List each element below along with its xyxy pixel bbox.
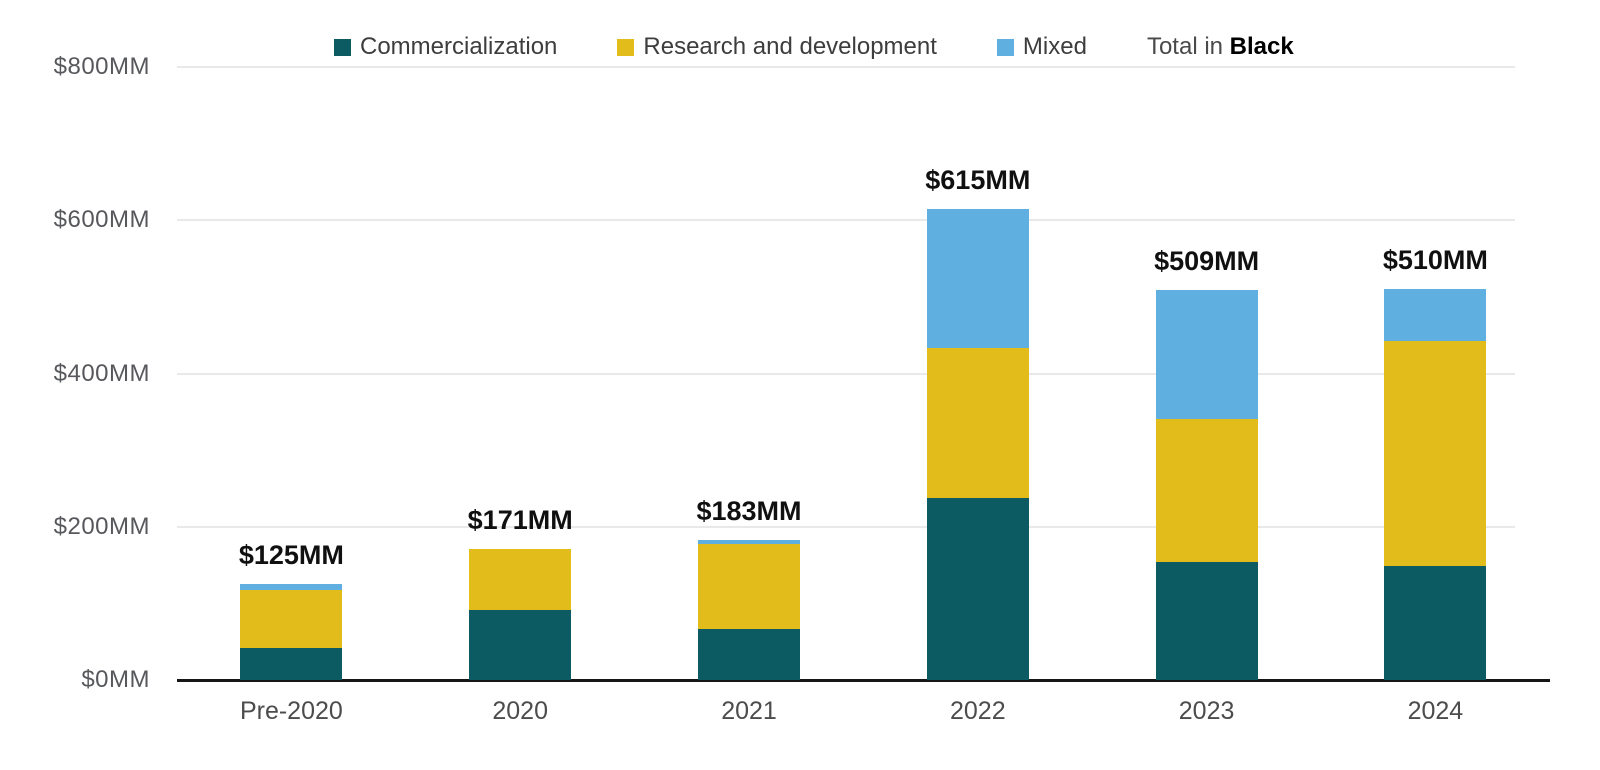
bar-segment-2024-mixed: [1384, 289, 1487, 342]
bar-segment-2020-research-and-development: [469, 548, 572, 610]
legend-label: Research and development: [643, 33, 937, 60]
legend-item-research-and-development: Research and development: [617, 33, 937, 61]
bar-segment-2023-research-and-development: [1155, 418, 1258, 562]
bar-segment-2023-mixed: [1155, 289, 1258, 419]
bar-segment-2022-commercialization: [926, 497, 1029, 680]
legend-swatch-commercialization: [334, 38, 351, 56]
y-axis-tick-label: $800MM: [53, 53, 150, 80]
legend-total-bold: Black: [1229, 33, 1294, 60]
bar-segment-pre-2020-research-and-development: [240, 589, 343, 648]
chart-legend: Commercialization Research and developmen…: [334, 33, 1294, 61]
x-axis-label-2022: 2022: [949, 697, 1006, 725]
legend-item-mixed: Mixed: [996, 33, 1087, 61]
legend-item-commercialization: Commercialization: [334, 33, 557, 61]
legend-label: Mixed: [1022, 33, 1087, 60]
bar-segment-2021-commercialization: [698, 629, 800, 680]
total-label-2023: $509MM: [1154, 245, 1260, 276]
x-axis-line: [177, 678, 1550, 682]
x-axis-label-2021: 2021: [721, 697, 777, 725]
total-label-2022: $615MM: [925, 164, 1031, 195]
gridline-200: [177, 525, 1515, 528]
x-axis-label-2023: 2023: [1178, 697, 1235, 725]
bar-segment-2023-commercialization: [1155, 561, 1258, 680]
bar-segment-2024-research-and-development: [1384, 341, 1487, 566]
total-label-2021: $183MM: [696, 495, 802, 526]
x-axis-label-2020: 2020: [492, 697, 548, 725]
y-axis-tick-label: $400MM: [53, 359, 150, 387]
bar-segment-2022-mixed: [926, 208, 1029, 349]
y-axis-tick-label: $0MM: [81, 666, 150, 693]
bar-segment-2020-commercialization: [469, 609, 572, 680]
legend-swatch-mixed: [996, 38, 1014, 56]
legend-total-note: Total in Black: [1147, 33, 1294, 61]
x-axis-label-2024: 2024: [1407, 697, 1464, 725]
total-label-2020: $171MM: [467, 504, 573, 535]
bar-segment-pre-2020-mixed: [240, 584, 343, 590]
total-label-pre-2020: $125MM: [238, 540, 344, 571]
y-axis-tick-label: $600MM: [53, 206, 150, 234]
gridline-400: [177, 372, 1515, 375]
legend-label: Commercialization: [360, 33, 558, 60]
legend-swatch-research-and-development: [617, 38, 635, 56]
gridline-600: [177, 219, 1515, 222]
bar-segment-2024-commercialization: [1384, 565, 1487, 680]
bar-segment-2022-research-and-development: [926, 348, 1029, 498]
bar-segment-2021-mixed: [698, 539, 800, 544]
x-axis-label-pre-2020: Pre-2020: [239, 697, 343, 725]
y-axis-tick-label: $200MM: [53, 512, 150, 540]
gridline-800: [177, 66, 1515, 68]
bar-segment-pre-2020-commercialization: [240, 647, 343, 680]
total-label-2024: $510MM: [1382, 245, 1488, 276]
bar-segment-2021-research-and-development: [698, 543, 800, 630]
legend-total-prefix: Total in: [1146, 33, 1223, 60]
